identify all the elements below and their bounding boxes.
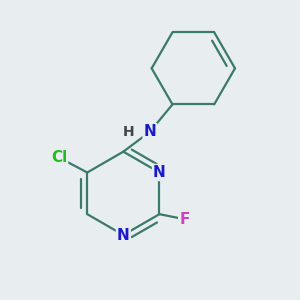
Text: Cl: Cl xyxy=(51,150,67,165)
Text: N: N xyxy=(153,165,166,180)
Text: N: N xyxy=(144,124,156,139)
Text: H: H xyxy=(122,125,134,139)
Text: F: F xyxy=(179,212,190,227)
Text: N: N xyxy=(117,227,130,242)
